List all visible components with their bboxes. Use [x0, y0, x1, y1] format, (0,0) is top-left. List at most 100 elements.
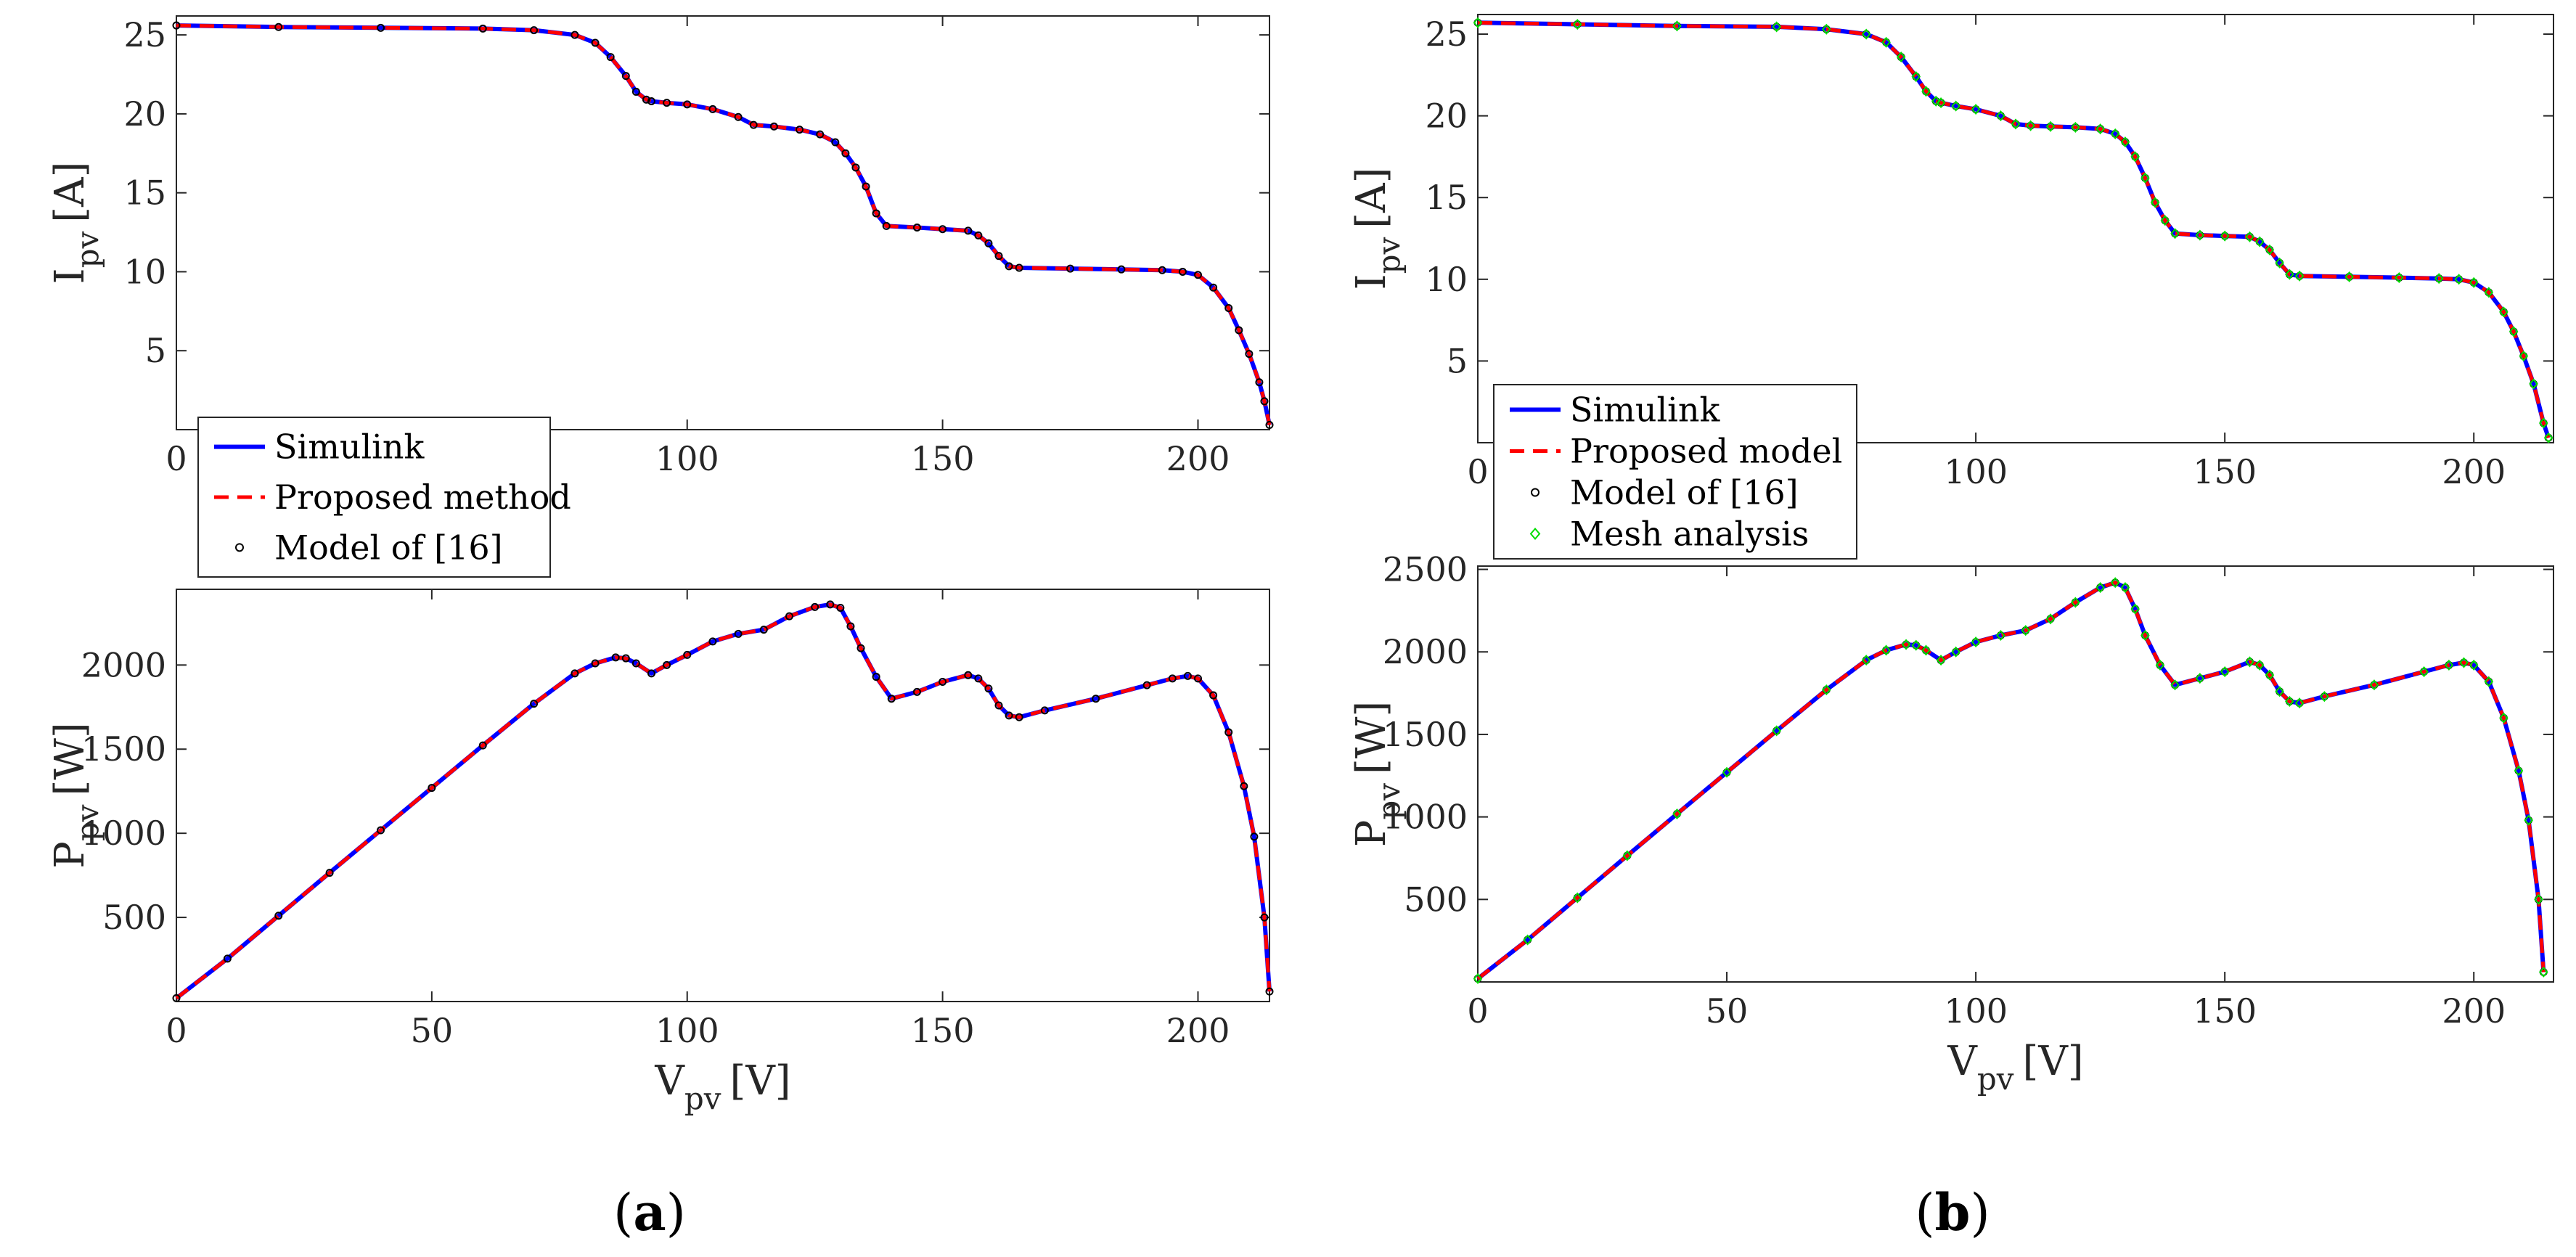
series-model-of-16-point [683, 100, 692, 109]
legend-label-model-of-16: Model of [16] [274, 528, 503, 567]
x-axis-label: Vpv [V] [654, 1057, 790, 1116]
series-model-of-16-point [606, 53, 615, 62]
series-model-of-16-point [274, 22, 283, 31]
x-tick-label: 150 [2193, 991, 2257, 1031]
series-mesh-analysis-point [1821, 23, 1831, 35]
series-mesh-analysis-point [2095, 581, 2105, 594]
chart-b-pv: 0 50 100 150 200 500 1000 1500 2000 2500 Ppv [W] Vpv… [1348, 550, 2554, 1097]
series-model-of-16-point [642, 95, 650, 104]
series-model-of-16-point [611, 653, 620, 662]
series-mesh-analysis-point [2265, 244, 2275, 255]
x-axis-subscript: pv [1977, 1061, 2014, 1097]
series-model-of-16-point [571, 669, 579, 678]
series-mesh-analysis-point [2459, 657, 2469, 668]
series-mesh-analysis-point [2071, 121, 2080, 133]
series-mesh-analysis-point [2320, 691, 2329, 703]
series-model-of-16-point [663, 99, 671, 107]
x-tick-label: 50 [411, 1011, 454, 1050]
legend-key-mesh-analysis [1529, 527, 1541, 541]
y-axis-unit: [A] [46, 162, 94, 223]
legend-box [1493, 384, 1857, 560]
series-model-of-16-point [1255, 378, 1264, 387]
series-mesh-analysis-point [1523, 934, 1532, 946]
series-mesh-analysis-point [2499, 306, 2508, 318]
y-axis-symbol: I [46, 268, 94, 284]
series-model-of-16-point [591, 38, 600, 47]
series-mesh-analysis-point [2130, 603, 2140, 615]
series-mesh-analysis-point [2285, 269, 2294, 280]
series-model-of-16-point [1265, 987, 1274, 996]
series-model-of-16-point [428, 784, 436, 793]
y-tick-label: 20 [123, 94, 166, 134]
series-mesh-analysis-point [1473, 17, 1483, 28]
series-mesh-analysis-point [1861, 655, 1871, 666]
series-model-of-16-point [749, 120, 758, 129]
series-mesh-analysis-point [1921, 644, 1931, 656]
series-model-of-16-point [708, 637, 717, 646]
series-mesh-analysis-point [1911, 639, 1921, 651]
series-mesh-analysis-point [2499, 712, 2508, 724]
y-axis-symbol: P [46, 841, 94, 869]
series-model-of-16-point [964, 226, 973, 235]
series-model-of-16-point [663, 660, 671, 669]
x-tick-label: 0 [1467, 452, 1488, 491]
series-mesh-analysis-point [1672, 808, 1682, 820]
series-mesh-analysis-point [2469, 277, 2479, 288]
series-mesh-analysis-point [2045, 120, 2056, 132]
y-axis-label: Ppv [W] [46, 722, 105, 869]
series-mesh-analysis-point [2538, 417, 2548, 429]
y-axis-subscript: pv [1371, 237, 1407, 274]
y-tick-label: 2500 [1383, 550, 1468, 589]
series-mesh-analysis-point [1772, 21, 1781, 33]
series-mesh-analysis-point [2170, 228, 2180, 239]
series-model-of-16-point [734, 629, 743, 638]
series-mesh-analysis-point [2294, 697, 2305, 709]
series-model-of-16-point [862, 182, 870, 191]
series-mesh-analysis-point [2508, 326, 2519, 337]
axes-frame [1477, 14, 2554, 443]
series-model-of-16-point [826, 600, 835, 609]
series-mesh-analysis-point [2140, 172, 2150, 184]
y-axis-label: Ipv [A] [46, 162, 105, 284]
legend-label-proposed-model: Proposed model [1570, 432, 1842, 471]
series-model-of-16-point [1005, 262, 1013, 271]
series-model-of-16-point [172, 21, 181, 30]
series-model-of-16-point [887, 695, 896, 703]
series-mesh-analysis-point [1881, 644, 1891, 656]
y-tick-label: 5 [145, 331, 166, 370]
x-tick-label: 0 [1467, 991, 1488, 1031]
series-mesh-analysis-point [2395, 271, 2404, 284]
y-tick-label: 20 [1425, 97, 1468, 136]
series-mesh-analysis-point [1996, 629, 2005, 642]
series-mesh-analysis-point [2538, 966, 2548, 978]
axes-frame [176, 589, 1270, 1002]
series-model-of-16-point [912, 224, 921, 232]
y-tick-label: 1000 [81, 814, 166, 853]
series-mesh-analysis-point [2245, 656, 2254, 668]
series-mesh-analysis-point [2469, 659, 2479, 671]
series-mesh-analysis-point [2254, 659, 2265, 671]
axes-frame [176, 15, 1270, 430]
series-model-of-16-point [530, 700, 539, 708]
x-tick-label: 0 [165, 439, 187, 478]
x-axis-symbol: V [1947, 1038, 1978, 1085]
series-model-of-16-point [1260, 913, 1269, 922]
series-mesh-analysis-point [2484, 287, 2494, 298]
series-mesh-analysis-point [1951, 100, 1960, 112]
series-model-of-16-point [974, 674, 983, 683]
series-model-of-16-point [478, 24, 487, 33]
series-mesh-analysis-point [1931, 95, 1941, 107]
y-tick-label: 500 [102, 898, 166, 937]
panel-letter-b: b [1935, 1182, 1971, 1242]
series-model-of-16-point [631, 659, 640, 668]
series-mesh-analysis-point [2045, 613, 2056, 625]
series-mesh-analysis-point [2110, 128, 2120, 139]
series-model-of-16-point [683, 650, 692, 659]
y-axis-unit: [W] [1348, 701, 1395, 774]
series-simulink-line [175, 602, 1272, 1000]
series-model-of-16-point [631, 87, 640, 96]
series-mesh-analysis-point [2160, 215, 2170, 226]
x-tick-label: 50 [1706, 991, 1749, 1031]
series-model-of-16-point [939, 678, 947, 687]
